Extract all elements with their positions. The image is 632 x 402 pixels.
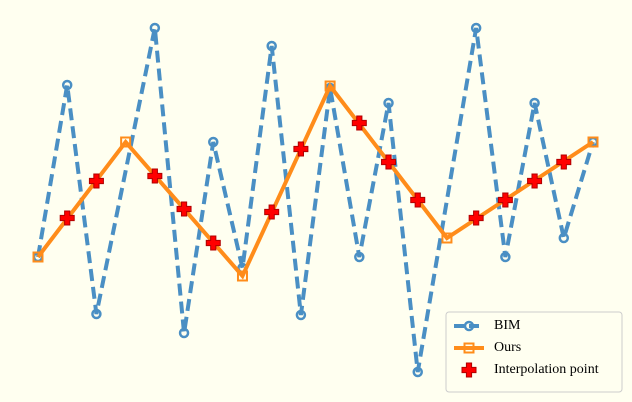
data-point bbox=[351, 115, 367, 131]
data-point bbox=[88, 173, 104, 189]
data-point bbox=[500, 251, 511, 263]
data-point bbox=[236, 270, 248, 282]
data-point bbox=[32, 251, 44, 263]
data-point bbox=[264, 204, 280, 220]
data-point bbox=[147, 168, 163, 184]
data-point bbox=[61, 79, 73, 91]
data-point bbox=[497, 192, 513, 208]
data-point bbox=[412, 366, 423, 378]
data-point bbox=[441, 232, 453, 244]
data-point bbox=[266, 40, 277, 52]
data-point bbox=[324, 80, 336, 92]
data-point bbox=[205, 235, 221, 251]
data-point bbox=[354, 251, 365, 263]
data-point bbox=[59, 210, 75, 226]
data-point bbox=[120, 136, 132, 148]
data-point bbox=[556, 154, 572, 170]
legend-marker bbox=[463, 342, 475, 354]
data-point bbox=[587, 136, 599, 148]
data-point bbox=[558, 232, 570, 244]
data-point bbox=[91, 308, 102, 320]
legend-marker bbox=[461, 362, 477, 378]
data-point bbox=[293, 141, 309, 157]
data-point bbox=[176, 201, 192, 217]
legend-label: BIM bbox=[494, 318, 521, 333]
legend-box bbox=[445, 311, 623, 393]
series-line bbox=[36, 27, 595, 373]
legend-label: Ours bbox=[494, 340, 521, 355]
data-point bbox=[383, 97, 394, 109]
data-point bbox=[470, 22, 482, 34]
legend-marker bbox=[463, 320, 475, 332]
data-point bbox=[295, 309, 307, 321]
data-point bbox=[149, 22, 161, 34]
data-point bbox=[410, 192, 426, 208]
data-point bbox=[468, 210, 484, 226]
data-point bbox=[529, 97, 540, 109]
data-point bbox=[178, 327, 190, 339]
legend-label: Interpolation point bbox=[494, 362, 599, 377]
series-line bbox=[36, 82, 595, 280]
data-point bbox=[208, 136, 219, 148]
data-point bbox=[527, 173, 543, 189]
data-point bbox=[381, 154, 397, 170]
